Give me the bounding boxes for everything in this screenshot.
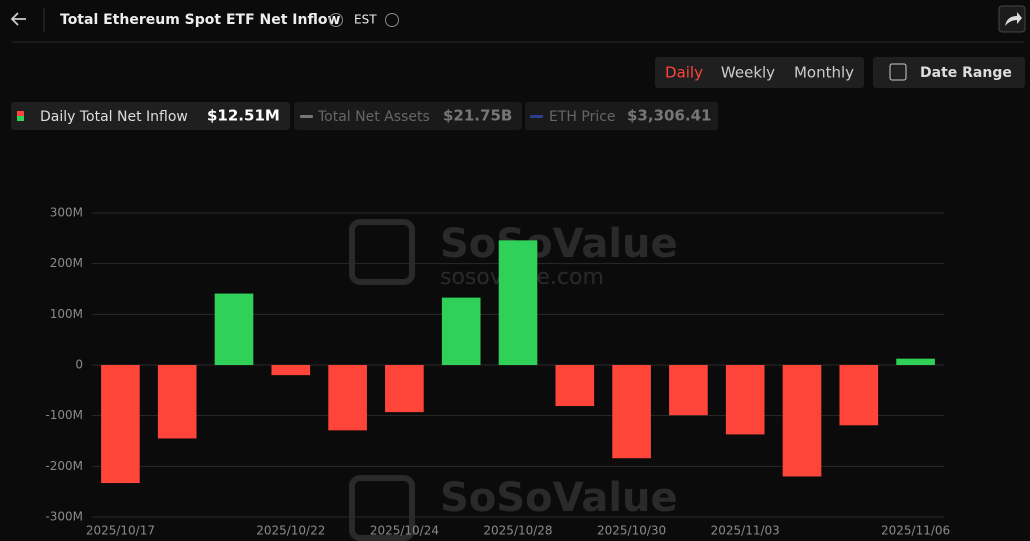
legend-label: ETH Price	[549, 109, 616, 125]
date-range-button[interactable]	[873, 57, 1025, 88]
bar[interactable]	[782, 365, 822, 477]
watermark-logo	[349, 475, 415, 541]
share-icon	[1005, 12, 1022, 26]
timezone: EST	[354, 13, 377, 27]
legend-label: Daily Total Net Inflow	[40, 109, 188, 125]
legend-swatch	[17, 111, 24, 116]
legend-value: $3,306.41	[627, 107, 711, 125]
watermark-brand: SoSoValue	[440, 475, 678, 521]
info-icon[interactable]	[329, 13, 343, 27]
bar[interactable]	[157, 365, 197, 439]
legend-value: $12.51M	[207, 107, 280, 125]
y-tick-label: 0	[75, 358, 83, 372]
watermark-logo	[349, 219, 415, 285]
period-option[interactable]: Monthly	[794, 64, 854, 82]
bar[interactable]	[101, 365, 140, 484]
period-option[interactable]: Weekly	[721, 64, 775, 82]
y-tick-label: -200M	[45, 459, 83, 473]
legend-swatch	[300, 115, 313, 118]
page-title: Total Ethereum Spot ETF Net Inflow	[60, 12, 340, 28]
x-tick-label: 2025/10/30	[597, 524, 666, 538]
bar[interactable]	[498, 240, 538, 365]
bar[interactable]	[385, 365, 424, 413]
y-tick-label: -100M	[45, 408, 83, 422]
bar[interactable]	[725, 365, 765, 435]
period-options: Daily Weekly Monthly	[665, 64, 854, 82]
bar[interactable]	[669, 365, 708, 416]
period-toggle	[655, 57, 864, 88]
y-tick-label: 300M	[50, 206, 83, 220]
bar[interactable]	[328, 365, 367, 431]
bar[interactable]	[441, 297, 481, 365]
back-button[interactable]	[10, 12, 26, 26]
info-icon[interactable]	[385, 13, 399, 27]
legend-chip[interactable]	[11, 102, 290, 130]
period-option[interactable]: Daily	[665, 64, 703, 82]
y-tick-label: -300M	[45, 510, 83, 524]
bar[interactable]	[612, 365, 651, 459]
y-tick-label: 100M	[50, 307, 83, 321]
x-tick-label: 2025/11/06	[881, 524, 950, 538]
watermark-brand: SoSoValue	[440, 221, 678, 267]
x-tick-label: 2025/10/22	[256, 524, 325, 538]
x-tick-label: 2025/10/28	[483, 524, 552, 538]
calendar-icon	[889, 63, 907, 81]
bar[interactable]	[896, 358, 935, 365]
legend-chip[interactable]	[294, 102, 522, 130]
y-tick-label: 200M	[50, 256, 83, 270]
legend-swatch	[530, 115, 543, 118]
bar[interactable]	[271, 365, 311, 376]
x-tick-label: 2025/11/03	[711, 524, 780, 538]
plot: -300M -200M -100M 0 100M 200M 300M 2025/10/17 20…	[45, 206, 950, 538]
date-range-label[interactable]: Date Range	[920, 65, 1012, 81]
legend-label: Total Net Assets	[317, 109, 430, 125]
x-tick-label: 2025/10/17	[86, 524, 155, 538]
bar[interactable]	[214, 293, 254, 365]
x-tick-label: 2025/10/24	[370, 524, 439, 538]
bar[interactable]	[839, 365, 879, 426]
legend-chip[interactable]	[525, 102, 718, 130]
legend-swatch	[17, 116, 24, 121]
bar[interactable]	[555, 365, 595, 407]
legend-value: $21.75B	[443, 107, 512, 125]
